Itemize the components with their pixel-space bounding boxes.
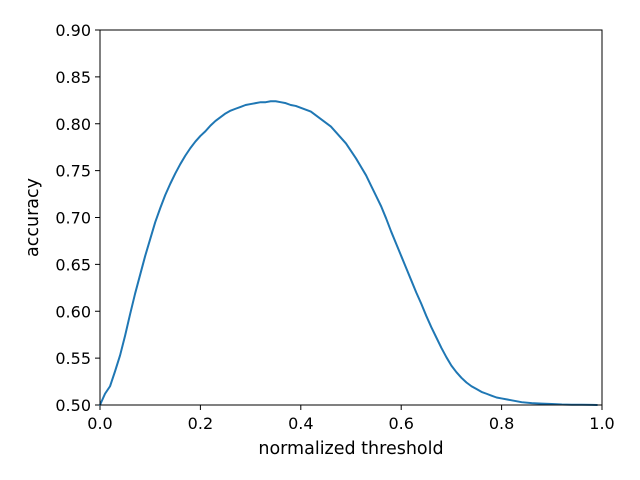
y-tick-label: 0.75 <box>55 162 91 181</box>
x-tick-label: 0.0 <box>87 414 112 433</box>
y-tick-label: 0.65 <box>55 255 91 274</box>
y-tick-label: 0.55 <box>55 349 91 368</box>
x-tick-label: 0.4 <box>288 414 313 433</box>
y-tick-label: 0.70 <box>55 209 91 228</box>
plot-area <box>100 30 602 405</box>
y-axis: 0.50 0.55 0.60 0.65 0.70 0.75 0.80 0.85 0.90 <box>55 21 100 415</box>
x-tick-label: 0.2 <box>188 414 213 433</box>
y-tick-label: 0.80 <box>55 115 91 134</box>
y-tick-label: 0.50 <box>55 396 91 415</box>
x-tick-label: 0.6 <box>388 414 413 433</box>
y-axis-label: accuracy <box>23 178 43 257</box>
plot-frame <box>99 29 603 406</box>
x-axis-label: normalized threshold <box>258 439 443 459</box>
x-tick-label: 1.0 <box>589 414 614 433</box>
x-axis: 0.0 0.2 0.4 0.6 0.8 1.0 <box>87 405 615 433</box>
y-tick-label: 0.90 <box>55 21 91 40</box>
series-line <box>99 100 598 406</box>
x-tick-label: 0.8 <box>489 414 514 433</box>
y-tick-label: 0.85 <box>55 68 91 87</box>
y-tick-label: 0.60 <box>55 302 91 321</box>
series-layer <box>99 100 598 406</box>
